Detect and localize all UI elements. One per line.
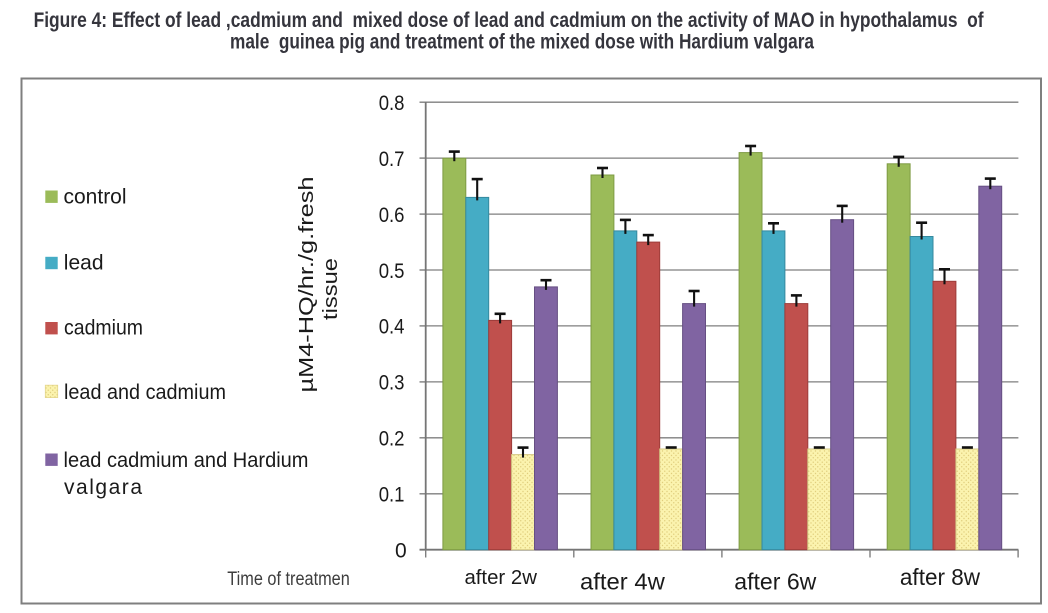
svg-text:0: 0 (395, 540, 407, 563)
svg-text:0.6: 0.6 (379, 204, 405, 227)
svg-text:0.2: 0.2 (379, 428, 405, 451)
svg-text:after 2w: after 2w (464, 566, 537, 589)
svg-text:lead and cadmium: lead and cadmium (64, 381, 226, 404)
svg-text:0.3: 0.3 (379, 372, 405, 395)
svg-text:Time of treatmen: Time of treatmen (227, 569, 349, 590)
svg-text:after 8w: after 8w (900, 564, 981, 590)
svg-text:valgara: valgara (64, 476, 142, 499)
svg-text:cadmium: cadmium (64, 317, 143, 340)
svg-text:control: control (64, 186, 127, 209)
svg-text:0.4: 0.4 (379, 316, 405, 339)
svg-text:0.7: 0.7 (379, 148, 405, 171)
svg-text:0.8: 0.8 (379, 92, 405, 115)
svg-text:tissue: tissue (320, 258, 342, 320)
svg-text:after 6w: after 6w (734, 569, 816, 595)
svg-text:0.1: 0.1 (379, 484, 405, 507)
svg-text:lead: lead (64, 252, 104, 275)
svg-text:0.5: 0.5 (379, 260, 405, 283)
svg-text:µM4-HQ/hr./g.fresh: µM4-HQ/hr./g.fresh (296, 177, 318, 393)
svg-text:after 4w: after 4w (580, 569, 665, 595)
svg-text:male guinea pig and treatment: male guinea pig and treatment of the mix… (230, 30, 814, 53)
svg-text:lead cadmium and Hardium: lead cadmium and Hardium (64, 449, 309, 472)
svg-text:Figure 4: Effect of lead ,cadm: Figure 4: Effect of lead ,cadmium and mi… (34, 9, 985, 32)
